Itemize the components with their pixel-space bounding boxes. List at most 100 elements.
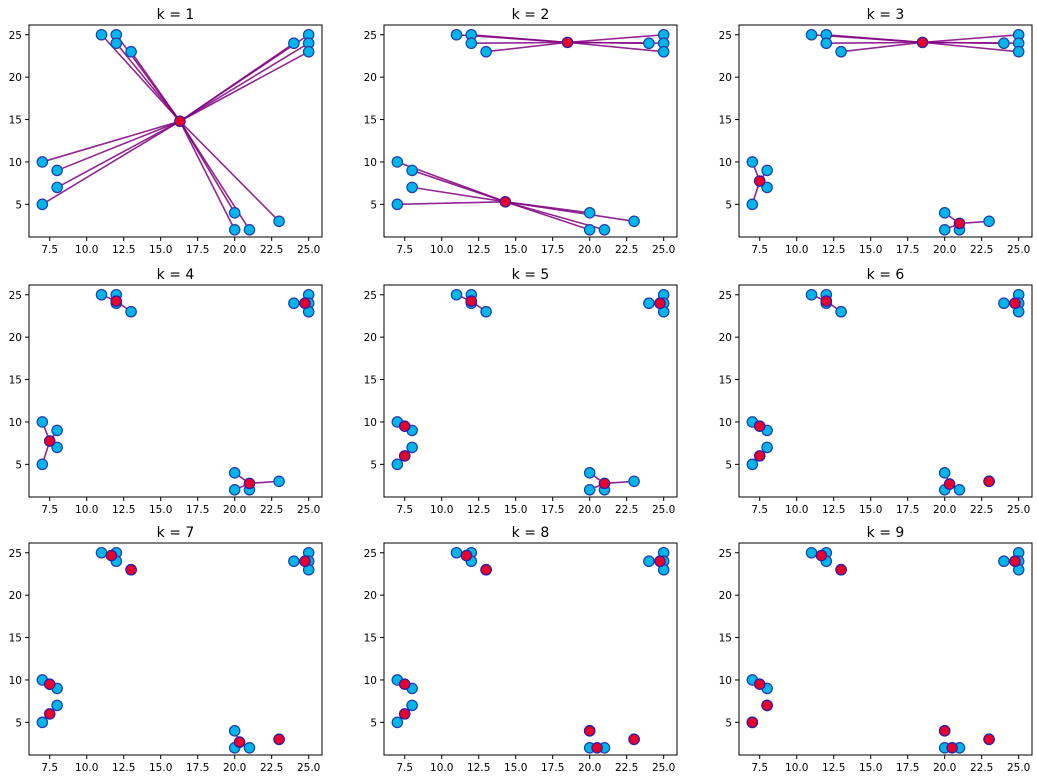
- y-tick-label: 20: [719, 72, 732, 84]
- y-tick-label: 25: [364, 290, 377, 302]
- assignment-line: [130, 51, 181, 122]
- data-point: [480, 305, 492, 318]
- data-point: [288, 297, 300, 310]
- data-point: [36, 716, 49, 729]
- data-point: [125, 45, 137, 58]
- y-tick-label: 5: [370, 459, 377, 471]
- x-tick-label: 12.5: [112, 504, 135, 516]
- panel-4: k = 4 7.5 10.0 12.5 15.0 17.5 20.0 22.5 25.0 5 10 1…: [9, 267, 323, 516]
- centroid-point: [398, 678, 411, 690]
- x-tick-label: 17.5: [186, 504, 209, 516]
- x-tick-label: 25.0: [652, 504, 675, 516]
- x-tick-label: 25.0: [297, 244, 320, 256]
- data-point: [938, 223, 951, 236]
- panel-9: k = 9 7.5 10.0 12.5 15.0 17.5 20.0 22.5 25.0 5 10 1…: [719, 525, 1033, 774]
- data-point: [406, 699, 418, 712]
- data-point: [643, 555, 655, 568]
- panel-title: k = 2: [512, 7, 550, 23]
- x-tick-label: 7.5: [396, 244, 413, 256]
- y-tick-label: 20: [364, 590, 377, 602]
- y-tick-label: 25: [719, 30, 732, 42]
- x-tick-label: 20.0: [223, 244, 246, 256]
- data-point: [583, 483, 596, 496]
- centroid-point: [465, 295, 478, 307]
- x-tick-label: 20.0: [578, 762, 601, 774]
- y-tick-label: 5: [15, 459, 22, 471]
- data-point: [95, 288, 108, 301]
- centroid-point: [1009, 297, 1021, 310]
- centroid-point: [110, 295, 123, 307]
- assignment-line: [922, 41, 1019, 53]
- axes-frame: [738, 542, 1033, 756]
- data-point: [805, 288, 818, 301]
- data-point: [288, 37, 300, 50]
- x-tick-label: 25.0: [1007, 762, 1030, 774]
- assignment-line: [397, 201, 506, 206]
- axes-frame: [738, 284, 1033, 498]
- centroid-point: [561, 36, 574, 49]
- y-tick-label: 5: [370, 717, 377, 729]
- x-tick-label: 15.0: [504, 762, 527, 774]
- x-tick-label: 17.5: [186, 762, 209, 774]
- x-tick-label: 10.0: [75, 762, 98, 774]
- x-tick-label: 10.0: [785, 762, 808, 774]
- assignment-line: [505, 201, 635, 223]
- assignment-line: [56, 120, 181, 189]
- x-tick-label: 15.0: [859, 244, 882, 256]
- x-tick-label: 25.0: [1007, 504, 1030, 516]
- axes-frame: [383, 284, 678, 498]
- axes-frame: [738, 24, 1033, 238]
- assignment-line: [471, 33, 568, 44]
- centroid-point: [746, 716, 759, 729]
- x-tick-label: 25.0: [297, 504, 320, 516]
- data-point: [805, 546, 818, 559]
- x-tick-label: 15.0: [859, 504, 882, 516]
- y-tick-label: 20: [719, 332, 732, 344]
- data-point: [243, 741, 256, 754]
- centroid-point: [233, 736, 246, 748]
- data-point: [643, 37, 655, 50]
- assignment-line: [411, 169, 506, 203]
- assignment-line: [567, 33, 664, 44]
- panel-5: k = 5 7.5 10.0 12.5 15.0 17.5 20.0 22.5 25.0 5 10 1…: [364, 267, 678, 516]
- centroid-point: [753, 678, 766, 690]
- data-point: [391, 716, 404, 729]
- x-tick-label: 22.5: [970, 504, 993, 516]
- y-tick-label: 5: [725, 717, 732, 729]
- data-point: [583, 467, 596, 479]
- data-point: [746, 198, 759, 211]
- centroid-point: [43, 435, 56, 447]
- centroid-point: [583, 725, 596, 737]
- axes-frame: [28, 284, 323, 498]
- data-point: [110, 37, 123, 50]
- centroid-point: [398, 450, 411, 462]
- centroid-point: [820, 295, 833, 307]
- panel-title: k = 3: [867, 7, 905, 23]
- x-tick-label: 20.0: [223, 504, 246, 516]
- x-tick-label: 20.0: [578, 244, 601, 256]
- data-point: [95, 28, 108, 41]
- panel-3: k = 3 7.5 10.0 12.5 15.0 17.5 20.0 22.5 25.0 5 10 1…: [719, 7, 1033, 256]
- data-point: [465, 37, 478, 50]
- data-point: [228, 207, 241, 219]
- x-tick-label: 12.5: [467, 244, 490, 256]
- x-tick-label: 22.5: [970, 762, 993, 774]
- x-tick-label: 17.5: [541, 762, 564, 774]
- centroid-point: [835, 563, 847, 576]
- data-point: [228, 223, 241, 236]
- x-tick-label: 12.5: [822, 504, 845, 516]
- y-tick-label: 10: [364, 675, 377, 687]
- data-point: [36, 416, 49, 428]
- assignment-line: [486, 41, 568, 53]
- data-point: [36, 458, 49, 471]
- y-tick-label: 20: [364, 332, 377, 344]
- assignment-line: [826, 33, 923, 44]
- panel-title: k = 7: [157, 525, 195, 541]
- x-tick-label: 10.0: [430, 244, 453, 256]
- centroid-point: [43, 678, 56, 690]
- y-tick-label: 25: [9, 290, 22, 302]
- assignment-line: [179, 51, 310, 122]
- x-tick-label: 15.0: [504, 244, 527, 256]
- y-tick-label: 25: [719, 548, 732, 560]
- data-point: [450, 288, 463, 301]
